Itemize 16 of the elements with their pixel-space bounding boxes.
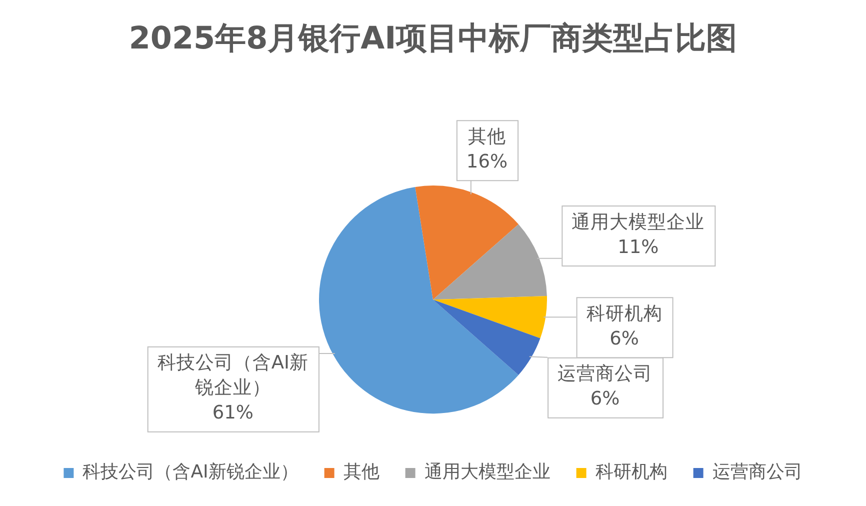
slice-label: 其他 — [468, 126, 506, 148]
slice-label: 通用大模型企业 — [572, 212, 705, 233]
data-label: 6% — [590, 388, 620, 410]
legend-label: 科研机构 — [595, 462, 668, 483]
data-label: 61% — [212, 402, 254, 424]
legend-label: 通用大模型企业 — [424, 462, 550, 483]
legend-label: 运营商公司 — [712, 462, 802, 483]
chart-title: 2025年8月银行AI项目中标厂商类型占比图 — [128, 20, 738, 57]
data-label: 16% — [466, 151, 508, 172]
legend-label: 科技公司（含AI新锐企业） — [82, 462, 298, 483]
data-label: 11% — [618, 236, 659, 258]
data-label: 6% — [610, 328, 639, 350]
slice-label: 运营商公司 — [558, 362, 653, 385]
legend-label: 其他 — [343, 462, 380, 483]
slice-label: 科技公司（含AI新锐企业） — [157, 352, 308, 399]
slice-label: 科研机构 — [586, 303, 662, 324]
